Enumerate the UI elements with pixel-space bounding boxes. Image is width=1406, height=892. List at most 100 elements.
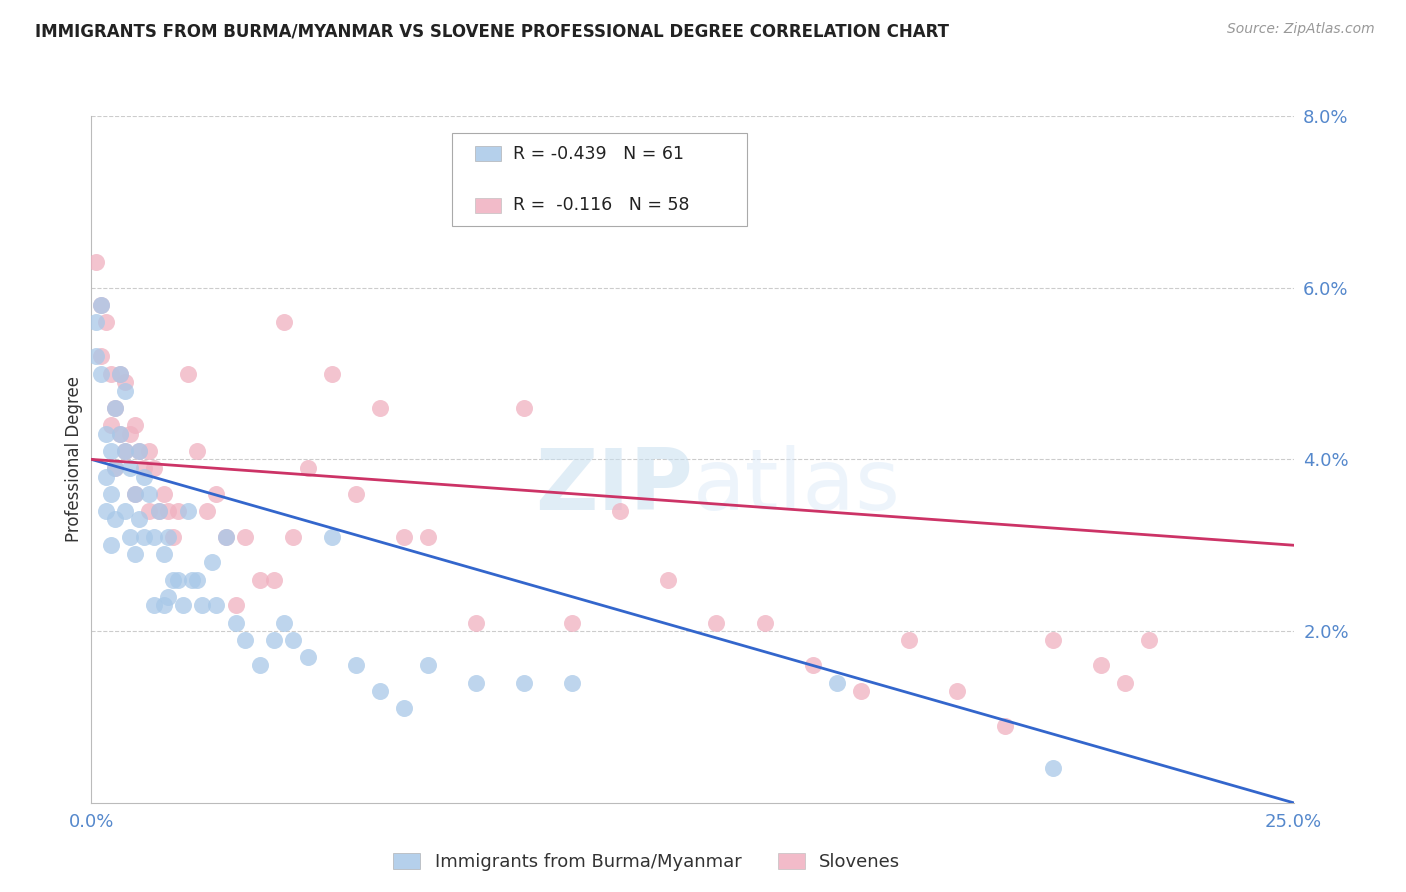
Point xyxy=(249,573,271,587)
Point xyxy=(172,599,194,613)
Point xyxy=(167,504,190,518)
Point xyxy=(100,367,122,381)
Point xyxy=(801,658,824,673)
Point xyxy=(148,504,170,518)
Point xyxy=(176,504,198,518)
Point xyxy=(167,573,190,587)
Point xyxy=(90,298,112,312)
Point xyxy=(94,469,117,483)
Point xyxy=(110,367,132,381)
Point xyxy=(157,504,180,518)
Point xyxy=(138,487,160,501)
Point xyxy=(110,426,132,441)
Point xyxy=(84,315,107,329)
Point xyxy=(162,573,184,587)
Point xyxy=(114,443,136,458)
Point xyxy=(138,504,160,518)
Point xyxy=(138,443,160,458)
Point xyxy=(657,573,679,587)
Point xyxy=(100,443,122,458)
Point xyxy=(249,658,271,673)
Point xyxy=(157,590,180,604)
Point xyxy=(186,443,208,458)
Point xyxy=(233,530,256,544)
Point xyxy=(465,615,488,630)
Y-axis label: Professional Degree: Professional Degree xyxy=(65,376,83,542)
Point xyxy=(368,401,391,415)
Point xyxy=(152,487,174,501)
Point xyxy=(946,684,969,698)
Legend: Immigrants from Burma/Myanmar, Slovenes: Immigrants from Burma/Myanmar, Slovenes xyxy=(387,846,907,879)
Point xyxy=(104,401,127,415)
Point xyxy=(118,530,141,544)
Point xyxy=(142,599,165,613)
Point xyxy=(118,426,141,441)
Point xyxy=(186,573,208,587)
Point xyxy=(897,632,920,647)
Point xyxy=(225,599,247,613)
Point xyxy=(513,675,536,690)
Point xyxy=(561,615,583,630)
Point xyxy=(118,461,141,475)
Point xyxy=(297,461,319,475)
Point xyxy=(416,530,439,544)
Point xyxy=(706,615,728,630)
Point xyxy=(100,487,122,501)
Point xyxy=(344,487,367,501)
Point xyxy=(90,350,112,364)
Point xyxy=(283,632,305,647)
Point xyxy=(754,615,776,630)
Point xyxy=(157,530,180,544)
Point xyxy=(1114,675,1136,690)
Point xyxy=(233,632,256,647)
Point xyxy=(176,367,198,381)
Point xyxy=(90,298,112,312)
Point xyxy=(215,530,238,544)
Point xyxy=(124,487,146,501)
Point xyxy=(994,718,1017,732)
Point xyxy=(110,367,132,381)
Point xyxy=(513,401,536,415)
Point xyxy=(205,599,228,613)
Point xyxy=(104,461,127,475)
Point xyxy=(114,384,136,398)
Point xyxy=(321,530,343,544)
Point xyxy=(128,512,150,526)
Point xyxy=(609,504,631,518)
Point xyxy=(84,255,107,269)
Point xyxy=(825,675,848,690)
Point xyxy=(191,599,214,613)
Point xyxy=(128,443,150,458)
Point xyxy=(368,684,391,698)
Point xyxy=(134,461,156,475)
Point xyxy=(321,367,343,381)
Point xyxy=(1042,632,1064,647)
Point xyxy=(283,530,305,544)
Point xyxy=(104,401,127,415)
Point xyxy=(94,315,117,329)
Point xyxy=(201,555,224,570)
Point xyxy=(297,649,319,664)
Point xyxy=(124,487,146,501)
FancyBboxPatch shape xyxy=(451,133,747,226)
Point xyxy=(124,547,146,561)
Point xyxy=(90,367,112,381)
Text: ZIP: ZIP xyxy=(534,445,692,528)
Point xyxy=(104,512,127,526)
Point xyxy=(114,504,136,518)
Bar xyxy=(475,146,502,161)
Point xyxy=(392,701,415,715)
Point xyxy=(94,426,117,441)
Point xyxy=(142,530,165,544)
Point xyxy=(273,315,295,329)
Text: Source: ZipAtlas.com: Source: ZipAtlas.com xyxy=(1227,22,1375,37)
Point xyxy=(124,418,146,433)
Point xyxy=(142,461,165,475)
Point xyxy=(195,504,218,518)
Point xyxy=(225,615,247,630)
Point xyxy=(100,538,122,552)
Point xyxy=(205,487,228,501)
Point xyxy=(392,530,415,544)
Point xyxy=(416,658,439,673)
Text: atlas: atlas xyxy=(692,445,900,528)
